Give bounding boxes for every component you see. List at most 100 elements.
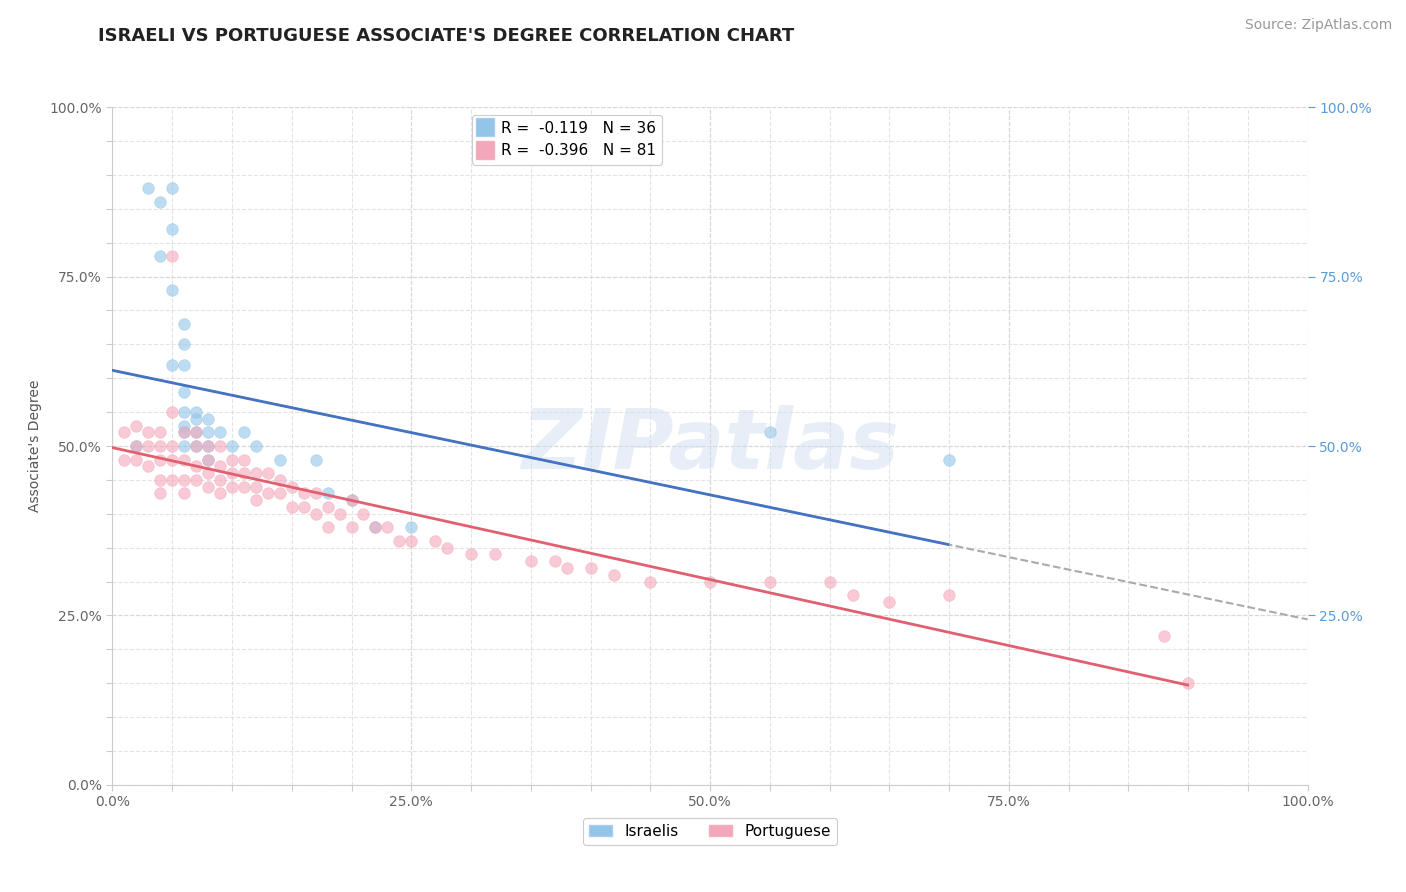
Point bbox=[173, 418, 195, 433]
Point bbox=[209, 425, 232, 440]
Point bbox=[425, 533, 447, 548]
Point bbox=[1153, 629, 1175, 643]
Point bbox=[245, 480, 267, 494]
Point bbox=[401, 533, 423, 548]
Point bbox=[197, 439, 219, 453]
Point bbox=[340, 493, 363, 508]
Text: Source: ZipAtlas.com: Source: ZipAtlas.com bbox=[1244, 18, 1392, 32]
Point bbox=[257, 486, 280, 500]
Point bbox=[209, 486, 232, 500]
Point bbox=[221, 439, 243, 453]
Point bbox=[173, 337, 195, 351]
Point bbox=[114, 452, 135, 467]
Point bbox=[209, 459, 232, 474]
Point bbox=[603, 567, 626, 582]
Point bbox=[436, 541, 458, 555]
Point bbox=[640, 574, 662, 589]
Point bbox=[149, 249, 172, 263]
Point bbox=[245, 493, 267, 508]
Point bbox=[292, 500, 315, 514]
Point bbox=[555, 561, 578, 575]
Point bbox=[233, 480, 256, 494]
Point bbox=[173, 358, 195, 372]
Point bbox=[125, 439, 148, 453]
Text: ZIPatlas: ZIPatlas bbox=[522, 406, 898, 486]
Point bbox=[149, 439, 172, 453]
Point bbox=[162, 358, 183, 372]
Point bbox=[186, 473, 208, 487]
Point bbox=[233, 425, 256, 440]
Point bbox=[149, 473, 172, 487]
Point bbox=[173, 405, 195, 419]
Point bbox=[149, 425, 172, 440]
Point bbox=[125, 452, 148, 467]
Point bbox=[305, 452, 328, 467]
Point bbox=[316, 486, 339, 500]
Point bbox=[173, 425, 195, 440]
Point bbox=[269, 486, 291, 500]
Point bbox=[316, 500, 339, 514]
Point bbox=[329, 507, 352, 521]
Point bbox=[149, 486, 172, 500]
Point bbox=[186, 439, 208, 453]
Point bbox=[173, 473, 195, 487]
Point bbox=[364, 520, 387, 534]
Point bbox=[269, 452, 291, 467]
Legend: Israelis, Portuguese: Israelis, Portuguese bbox=[583, 818, 837, 845]
Text: ISRAELI VS PORTUGUESE ASSOCIATE'S DEGREE CORRELATION CHART: ISRAELI VS PORTUGUESE ASSOCIATE'S DEGREE… bbox=[98, 27, 794, 45]
Point bbox=[114, 425, 135, 440]
Point bbox=[138, 439, 160, 453]
Point bbox=[759, 574, 782, 589]
Point bbox=[197, 425, 219, 440]
Point bbox=[699, 574, 721, 589]
Point bbox=[173, 384, 195, 399]
Point bbox=[209, 439, 232, 453]
Point bbox=[221, 480, 243, 494]
Point bbox=[233, 452, 256, 467]
Point bbox=[759, 425, 782, 440]
Point bbox=[281, 500, 304, 514]
Point bbox=[186, 439, 208, 453]
Point bbox=[186, 459, 208, 474]
Point bbox=[162, 452, 183, 467]
Point bbox=[209, 473, 232, 487]
Point bbox=[579, 561, 602, 575]
Point bbox=[149, 194, 172, 209]
Point bbox=[162, 473, 183, 487]
Point bbox=[938, 452, 960, 467]
Point bbox=[388, 533, 411, 548]
Point bbox=[938, 588, 960, 602]
Point bbox=[149, 452, 172, 467]
Point bbox=[197, 452, 219, 467]
Point bbox=[233, 466, 256, 480]
Point bbox=[173, 452, 195, 467]
Point bbox=[138, 181, 160, 195]
Point bbox=[316, 520, 339, 534]
Point bbox=[245, 466, 267, 480]
Point bbox=[245, 439, 267, 453]
Point bbox=[197, 466, 219, 480]
Point bbox=[162, 405, 183, 419]
Point bbox=[484, 548, 506, 562]
Y-axis label: Associate's Degree: Associate's Degree bbox=[28, 380, 42, 512]
Point bbox=[186, 405, 208, 419]
Point bbox=[281, 480, 304, 494]
Point bbox=[292, 486, 315, 500]
Point bbox=[197, 452, 219, 467]
Point bbox=[138, 425, 160, 440]
Point bbox=[818, 574, 841, 589]
Point bbox=[173, 486, 195, 500]
Point bbox=[186, 425, 208, 440]
Point bbox=[305, 486, 328, 500]
Point bbox=[162, 222, 183, 236]
Point bbox=[173, 439, 195, 453]
Point bbox=[269, 473, 291, 487]
Point bbox=[197, 412, 219, 426]
Point bbox=[162, 181, 183, 195]
Point bbox=[460, 548, 482, 562]
Point bbox=[377, 520, 399, 534]
Point bbox=[221, 466, 243, 480]
Point bbox=[162, 439, 183, 453]
Point bbox=[1177, 676, 1199, 690]
Point bbox=[543, 554, 565, 568]
